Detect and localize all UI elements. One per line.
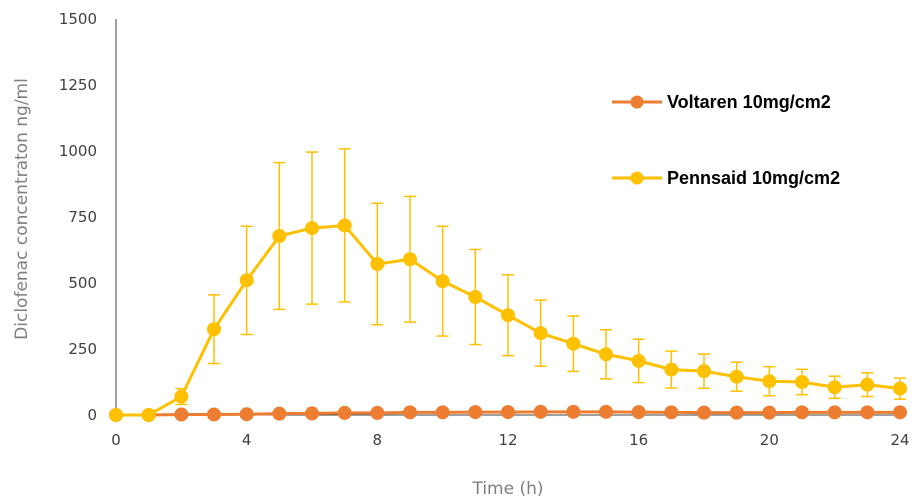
y-tick-label: 500 [68,274,97,292]
data-point [403,405,417,420]
data-point [109,408,123,422]
data-point [403,252,417,267]
data-point [207,407,221,422]
data-point [860,405,875,420]
data-point [272,229,287,244]
data-point [795,375,809,389]
data-point [533,404,548,419]
x-tick-label: 12 [498,431,517,449]
data-point [370,405,385,420]
data-point [501,308,515,323]
legend-swatch-marker [630,95,644,109]
x-tick-label: 20 [760,431,779,449]
data-point [435,274,450,289]
x-axis-title: Time (h) [471,479,543,499]
data-point [337,405,352,420]
data-point [566,404,581,419]
x-tick-label: 8 [373,431,383,449]
x-tick-label: 24 [890,431,909,449]
data-point [272,406,287,421]
data-point [468,289,483,304]
y-tick-label: 0 [87,406,97,424]
data-point [762,374,777,389]
data-point [893,405,907,420]
data-point [207,322,221,337]
data-point [631,353,646,368]
data-point [762,405,777,420]
x-tick-label: 4 [242,431,252,449]
data-point [141,408,156,422]
y-tick-label: 250 [68,340,97,358]
data-point [599,347,613,362]
data-point [697,405,711,420]
legend: Voltaren 10mg/cm2 Pennsaid 10mg/cm2 [612,92,840,188]
data-point [664,405,679,420]
data-point [305,221,319,236]
data-point [305,406,319,421]
data-point [893,381,907,396]
y-tick-label: 1250 [59,76,97,94]
data-point [566,336,581,351]
y-tick-label: 1500 [59,10,97,28]
data-point [795,405,809,420]
data-point [370,256,385,271]
x-tick-label: 0 [111,431,121,449]
data-point [501,405,515,420]
data-point [729,369,744,384]
data-point [468,405,483,420]
data-point [239,407,254,422]
data-point [599,404,613,419]
y-tick-label: 750 [68,208,97,226]
legend-swatch-marker [630,171,644,185]
data-point [631,405,646,420]
data-point [174,389,189,404]
data-point [174,407,189,422]
legend-label: Voltaren 10mg/cm2 [667,92,831,112]
y-axis-title: Diclofenac concentraton ng/ml [12,78,32,340]
data-point [729,405,744,420]
data-point [337,218,352,233]
series-lines [109,218,907,422]
data-point [533,326,548,341]
data-point [435,405,450,420]
data-point [697,364,711,379]
data-point [827,380,842,395]
data-point [827,405,842,420]
x-tick-label: 16 [629,431,648,449]
data-point [239,273,254,288]
data-point [664,362,679,377]
y-tick-label: 1000 [59,142,97,160]
legend-label: Pennsaid 10mg/cm2 [667,168,840,188]
data-point [860,377,875,392]
